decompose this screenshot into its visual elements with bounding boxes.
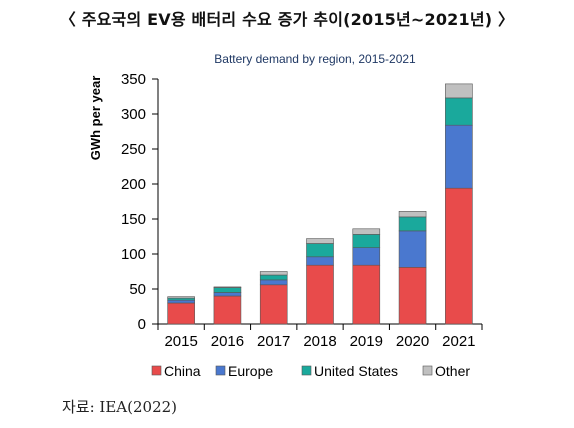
chart-title: Battery demand by region, 2015-2021 <box>214 52 416 66</box>
bar-segment-other <box>352 228 381 235</box>
y-tick-label: 300 <box>121 106 146 123</box>
x-tick-label: 2015 <box>164 333 197 350</box>
y-tick-label: 0 <box>138 316 146 333</box>
axes: 0 50 100 150 200 250 300 350 2015 2016 2017 2018 201… <box>121 71 483 350</box>
bar-segment-united-states <box>167 297 195 301</box>
x-tick-label: 2018 <box>303 333 336 350</box>
bar-segment-europe <box>398 230 427 268</box>
bar-segment-united-states <box>398 216 427 232</box>
bar-segment-europe <box>306 256 334 266</box>
legend: China Europe United States Other <box>151 363 470 379</box>
bar-segment-europe <box>259 279 288 286</box>
bar-segment-other <box>398 211 427 218</box>
bar-segment-other <box>306 238 334 244</box>
x-tick-label: 2017 <box>257 333 290 350</box>
y-axis-label: GWh per year <box>88 76 103 161</box>
bar-segment-china <box>445 187 473 325</box>
bar-segment-china <box>213 295 242 325</box>
bar-segment-china <box>259 284 288 325</box>
page-heading: 〈 주요국의 EV용 배터리 수요 증가 추이(2015년~2021년) 〉 <box>59 10 515 29</box>
source-note: 자료: IEA(2022) <box>62 398 178 416</box>
bar-segment-other <box>445 83 473 99</box>
bar-segment-china <box>167 302 195 325</box>
bar-segment-europe <box>167 299 195 304</box>
y-tick-label: 100 <box>121 246 146 263</box>
bar-segment-china <box>352 264 381 325</box>
bar-segment-other <box>259 271 288 276</box>
bar-segment-united-states <box>213 287 242 293</box>
bar-segment-other <box>213 286 242 288</box>
y-tick-label: 250 <box>121 141 146 158</box>
bar-segment-united-states <box>259 274 288 281</box>
legend-swatch <box>151 365 162 376</box>
y-tick-label: 350 <box>121 71 146 88</box>
bar-segment-united-states <box>445 97 473 126</box>
y-tick-label: 150 <box>121 211 146 228</box>
x-tick-label: 2020 <box>396 333 429 350</box>
bar-segment-united-states <box>306 243 334 258</box>
legend-label: Other <box>435 363 470 379</box>
bar-segment-other <box>167 296 195 299</box>
legend-swatch <box>215 365 226 376</box>
bar-segment-china <box>306 264 334 325</box>
legend-label: Europe <box>228 363 273 379</box>
bar-segment-europe <box>352 247 381 266</box>
y-tick-label: 200 <box>121 176 146 193</box>
legend-label: United States <box>314 363 398 379</box>
bar-segment-europe <box>213 292 242 297</box>
legend-swatch <box>422 365 433 376</box>
bars <box>167 83 473 325</box>
x-tick-label: 2019 <box>350 333 383 350</box>
bar-segment-united-states <box>352 234 381 248</box>
bar-segment-europe <box>445 124 473 189</box>
legend-label: China <box>164 363 201 379</box>
x-tick-label: 2016 <box>211 333 244 350</box>
x-tick-label: 2021 <box>442 333 475 350</box>
bar-segment-china <box>398 266 427 325</box>
legend-swatch <box>301 365 312 376</box>
y-tick-label: 50 <box>129 281 146 298</box>
